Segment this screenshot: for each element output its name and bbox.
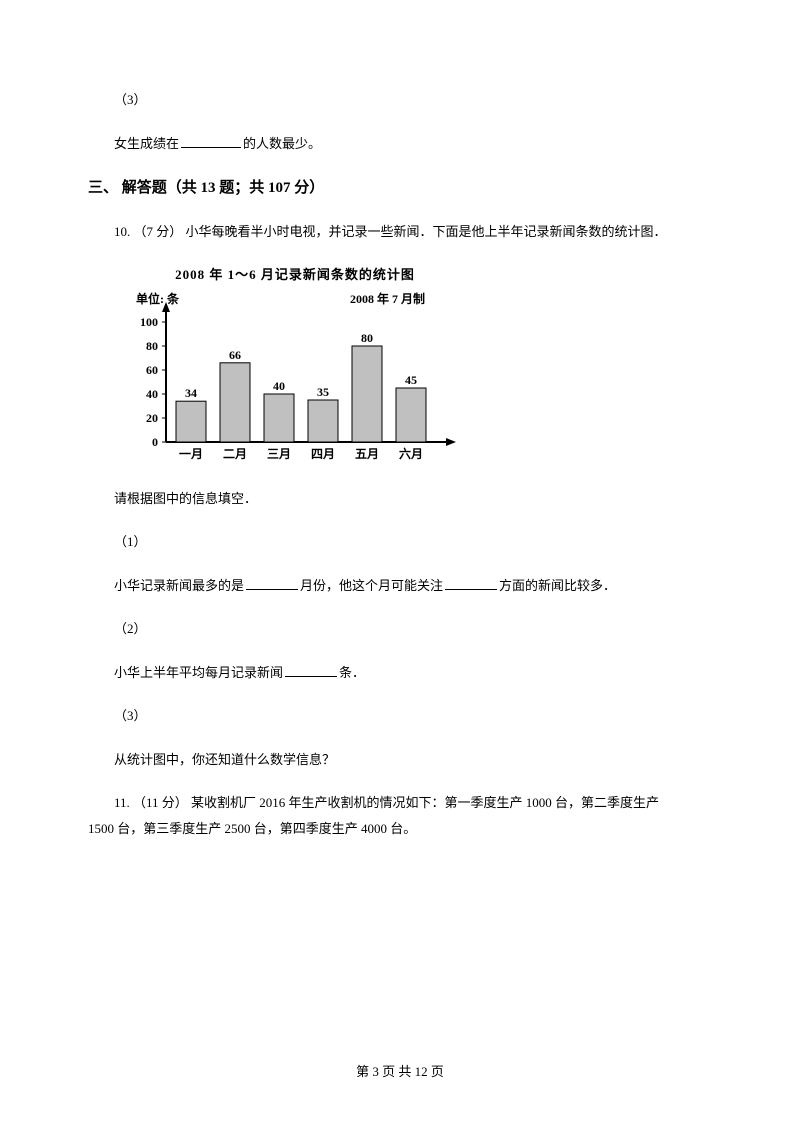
q10-sub1-pre: 小华记录新闻最多的是 xyxy=(114,578,244,593)
blank-fill xyxy=(285,663,337,677)
svg-text:三月: 三月 xyxy=(267,447,291,461)
q10-sub1-text: 小华记录新闻最多的是 月份，他这个月可能关注 方面的新闻比较多． xyxy=(88,576,712,596)
svg-text:四月: 四月 xyxy=(311,447,335,461)
q10-sub1-mid: 月份，他这个月可能关注 xyxy=(300,578,443,593)
q10-sub2-post: 条． xyxy=(339,665,365,680)
svg-text:2008 年 7 月制: 2008 年 7 月制 xyxy=(350,291,425,306)
q10-chart-title: 2008 年 1～6 月记录新闻条数的统计图 xyxy=(120,265,470,285)
svg-text:单位: 条: 单位: 条 xyxy=(136,291,180,306)
q10-sub3-label: （3） xyxy=(88,706,712,726)
svg-text:五月: 五月 xyxy=(355,447,379,461)
page-content: （3） 女生成绩在 的人数最少。 三、 解答题（共 13 题；共 107 分） 1… xyxy=(0,0,800,838)
q10-sub2-label: （2） xyxy=(88,619,712,639)
q10-intro: 10. （7 分） 小华每晚看半小时电视，并记录一些新闻．下面是他上半年记录新闻… xyxy=(88,222,712,242)
section3-title: 三、 解答题（共 13 题；共 107 分） xyxy=(88,177,712,200)
q9-sub3-pre: 女生成绩在 xyxy=(114,136,179,151)
svg-text:40: 40 xyxy=(273,379,285,393)
svg-text:六月: 六月 xyxy=(399,446,423,461)
q11-line2: 1500 台，第三季度生产 2500 台，第四季度生产 4000 台。 xyxy=(88,819,712,839)
svg-text:0: 0 xyxy=(152,435,158,449)
q10-sub2-pre: 小华上半年平均每月记录新闻 xyxy=(114,665,283,680)
q10-sub1-label: （1） xyxy=(88,532,712,552)
q10-sub1-post: 方面的新闻比较多． xyxy=(499,578,616,593)
q11-line1: 11. （11 分） 某收割机厂 2016 年生产收割机的情况如下：第一季度生产… xyxy=(88,793,712,813)
svg-text:34: 34 xyxy=(185,386,197,400)
svg-text:100: 100 xyxy=(140,315,158,329)
blank-fill xyxy=(246,576,298,590)
q9-sub3-text: 女生成绩在 的人数最少。 xyxy=(88,134,712,154)
svg-text:80: 80 xyxy=(146,339,158,353)
q10-chart-svg: 单位: 条 2008 年 7 月制 0 20 40 60 80 100 34 一月 66 二月 40 三月… xyxy=(120,287,470,467)
page-footer: 第 3 页 共 12 页 xyxy=(0,1061,800,1080)
q9-sub3-label: （3） xyxy=(88,90,712,110)
svg-text:二月: 二月 xyxy=(223,447,247,461)
q10-chart-wrap: 2008 年 1～6 月记录新闻条数的统计图 单位: 条 2008 年 7 月制 0… xyxy=(120,265,470,467)
svg-text:40: 40 xyxy=(146,387,158,401)
q10-sub2-text: 小华上半年平均每月记录新闻 条． xyxy=(88,663,712,683)
svg-text:60: 60 xyxy=(146,363,158,377)
blank-fill xyxy=(181,134,241,148)
q10-sub3-text: 从统计图中，你还知道什么数学信息？ xyxy=(88,750,712,770)
svg-text:66: 66 xyxy=(229,347,241,361)
svg-text:45: 45 xyxy=(405,373,417,387)
svg-text:20: 20 xyxy=(146,411,158,425)
svg-text:80: 80 xyxy=(361,331,373,345)
q9-sub3-post: 的人数最少。 xyxy=(243,136,321,151)
q10-postchart: 请根据图中的信息填空． xyxy=(88,489,712,509)
svg-text:一月: 一月 xyxy=(179,447,203,461)
svg-text:35: 35 xyxy=(317,385,329,399)
blank-fill xyxy=(445,576,497,590)
